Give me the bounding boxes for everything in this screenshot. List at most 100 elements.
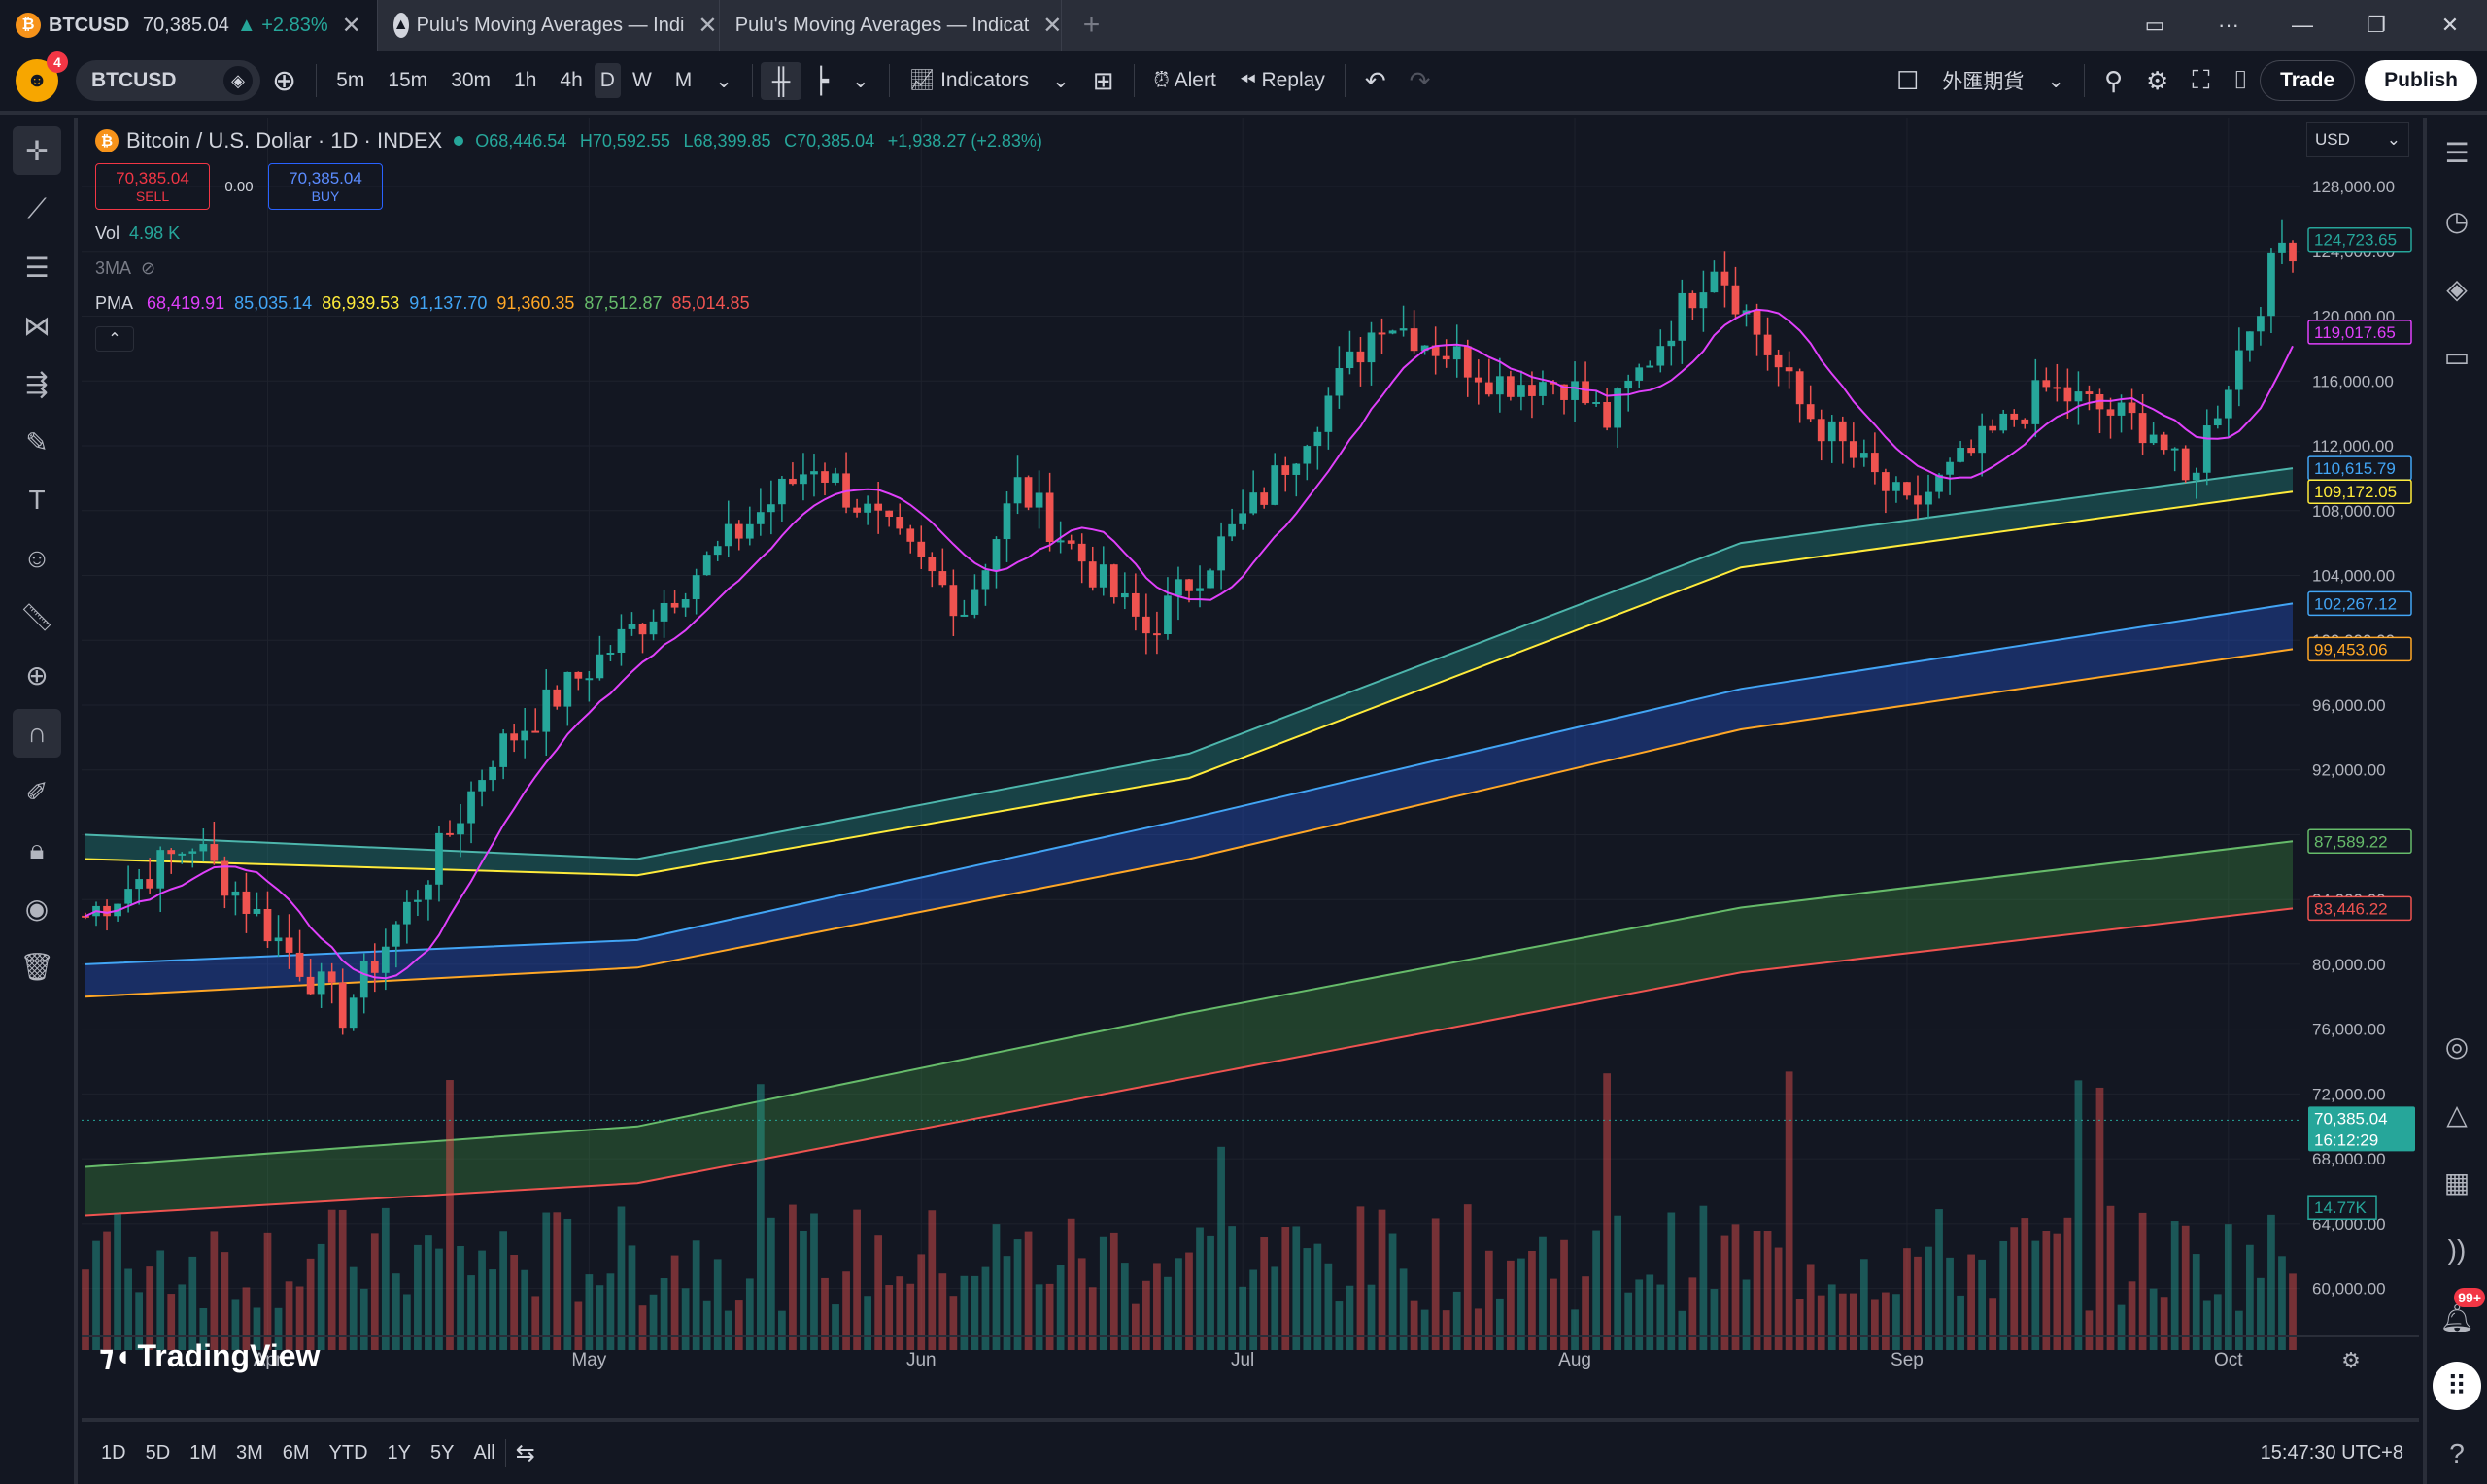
- notifications-icon[interactable]: 🔔︎ 99+: [2433, 1288, 2485, 1342]
- range-1m[interactable]: 1M: [189, 1441, 217, 1464]
- pattern-icon[interactable]: ⋈: [23, 310, 51, 341]
- candle-body: [188, 851, 197, 854]
- brush-icon[interactable]: ✎: [25, 426, 49, 457]
- volume-bar: [1967, 1254, 1975, 1350]
- text-icon[interactable]: T: [28, 485, 46, 515]
- tab-btcusd[interactable]: ₿ BTCUSD 70,385.04 ▲ +2.83% ✕: [0, 0, 378, 51]
- interval-w[interactable]: W: [631, 69, 652, 91]
- ruler-icon[interactable]: 📏︎: [19, 601, 54, 632]
- quick-search-icon[interactable]: ⚲: [2103, 65, 2123, 95]
- exchange-selector[interactable]: 外匯期貨: [1942, 71, 2025, 93]
- layout-icon[interactable]: ▭: [2144, 13, 2165, 37]
- templates-icon[interactable]: ⊞: [1092, 65, 1114, 95]
- eye-icon[interactable]: ◉: [24, 893, 50, 924]
- forecast-icon[interactable]: ⇶: [25, 368, 49, 399]
- buy-button[interactable]: 70,385.04 BUY: [268, 163, 383, 210]
- fullscreen-icon[interactable]: ⛶: [2192, 65, 2210, 94]
- clock[interactable]: 15:47:30 UTC+8: [2260, 1441, 2403, 1464]
- target-icon[interactable]: ◎: [2444, 1030, 2470, 1062]
- undo-icon[interactable]: ↶: [1364, 65, 1386, 95]
- apps-grid-icon[interactable]: ⠿: [2433, 1362, 2481, 1410]
- price-chart[interactable]: 128,000.00124,000.00120,000.00116,000.00…: [82, 118, 2419, 1381]
- interval-4h[interactable]: 4h: [560, 69, 583, 91]
- volume-bar: [1582, 1276, 1589, 1350]
- collapse-legend-icon[interactable]: ⌃: [95, 326, 134, 352]
- interval-15m[interactable]: 15m: [388, 69, 428, 91]
- lock-drawing-icon[interactable]: ✐: [25, 776, 49, 807]
- ideas-icon[interactable]: △: [2446, 1098, 2468, 1130]
- camera-icon[interactable]: ⌷: [2232, 65, 2249, 94]
- symbol-title[interactable]: Bitcoin / U.S. Dollar · 1D · INDEX: [126, 128, 443, 152]
- watchlist-icon[interactable]: ☰: [2444, 137, 2470, 168]
- layers-icon[interactable]: ◈: [2446, 273, 2468, 304]
- countdown: 16:12:29: [2314, 1130, 2378, 1149]
- chevron-down-icon[interactable]: ⌄: [715, 69, 732, 92]
- chevron-down-icon[interactable]: ⌄: [1052, 69, 1070, 92]
- date-range-icon[interactable]: ⇆: [504, 1438, 545, 1467]
- interval-m[interactable]: M: [674, 69, 693, 91]
- range-6m[interactable]: 6M: [282, 1441, 310, 1464]
- candle-body: [756, 512, 765, 524]
- currency-selector[interactable]: USD ⌄: [2306, 122, 2409, 157]
- range-all[interactable]: All: [473, 1441, 495, 1464]
- fib-lines-icon[interactable]: ☰: [24, 252, 50, 283]
- magnet-icon[interactable]: ∩: [13, 709, 61, 758]
- settings-gear-icon[interactable]: ⚙: [2146, 65, 2169, 95]
- pma-legend[interactable]: PMA 68,419.91 85,035.14 86,939.53 91,137.70…: [95, 293, 750, 313]
- replay-button[interactable]: ⏪︎ Replay: [1239, 69, 1325, 91]
- volume-legend[interactable]: Vol 4.98 K: [95, 223, 181, 243]
- chevron-down-icon[interactable]: ⌄: [851, 69, 869, 92]
- chat-icon[interactable]: ▭: [2443, 341, 2470, 372]
- indicators-button[interactable]: 📈︎ Indicators: [908, 69, 1030, 91]
- alert-button[interactable]: ⏰︎ Alert: [1153, 69, 1216, 91]
- calendar-icon[interactable]: ▦: [2443, 1166, 2470, 1197]
- lock-icon[interactable]: 🔒︎: [29, 833, 45, 864]
- close-window-icon[interactable]: ✕: [2440, 13, 2460, 37]
- bars-icon[interactable]: ┝: [813, 65, 829, 95]
- candle-body: [1013, 477, 1022, 504]
- close-tab-icon[interactable]: ✕: [341, 12, 361, 39]
- compare-add-icon[interactable]: ⊕: [272, 64, 297, 97]
- trash-icon[interactable]: 🗑︎: [19, 951, 54, 982]
- hidden-eye-icon[interactable]: ⊘: [141, 258, 156, 278]
- more-icon[interactable]: ···: [2218, 13, 2239, 37]
- help-icon[interactable]: ?: [2449, 1438, 2465, 1468]
- stream-icon[interactable]: )): [2447, 1234, 2467, 1265]
- tab-pulu-ma-2[interactable]: Pulu's Moving Averages — Indicat ✕: [720, 0, 1062, 51]
- ma-legend[interactable]: 3MA ⊘: [95, 258, 156, 278]
- emoji-icon[interactable]: ☺: [22, 543, 51, 573]
- chevron-down-icon[interactable]: ⌄: [2047, 69, 2064, 92]
- symbol-search[interactable]: BTCUSD ◈: [76, 60, 260, 101]
- trade-button[interactable]: Trade: [2260, 60, 2356, 101]
- interval-1h[interactable]: 1h: [514, 69, 537, 91]
- range-5y[interactable]: 5Y: [430, 1441, 455, 1464]
- new-tab-button[interactable]: +: [1082, 9, 1101, 41]
- range-ytd[interactable]: YTD: [328, 1441, 368, 1464]
- redo-icon[interactable]: ↷: [1409, 65, 1431, 95]
- avatar[interactable]: ☻ 4: [16, 51, 68, 102]
- close-tab-icon[interactable]: ✕: [1042, 12, 1062, 39]
- publish-button[interactable]: Publish: [2365, 60, 2477, 101]
- maximize-icon[interactable]: ❐: [2367, 13, 2386, 37]
- minimize-icon[interactable]: —: [2292, 13, 2313, 37]
- zoom-in-icon[interactable]: ⊕: [25, 659, 49, 691]
- candles-icon[interactable]: ╫: [760, 61, 802, 100]
- close-tab-icon[interactable]: ✕: [698, 12, 718, 39]
- trend-line-icon[interactable]: ⟋: [27, 192, 47, 223]
- interval-d[interactable]: D: [594, 63, 621, 98]
- range-5d[interactable]: 5D: [145, 1441, 171, 1464]
- range-1y[interactable]: 1Y: [387, 1441, 412, 1464]
- sell-button[interactable]: 70,385.04 SELL: [95, 163, 210, 210]
- crosshair-icon[interactable]: ✛: [13, 126, 61, 175]
- candle-body: [1882, 472, 1890, 491]
- range-3m[interactable]: 3M: [235, 1441, 263, 1464]
- interval-30m[interactable]: 30m: [451, 69, 492, 91]
- alerts-clock-icon[interactable]: ◷: [2444, 205, 2470, 236]
- tab-pulu-ma-1[interactable]: ▲ Pulu's Moving Averages — Indi ✕: [378, 0, 720, 51]
- interval-5m[interactable]: 5m: [336, 69, 365, 91]
- checkbox-icon[interactable]: ☐: [1896, 65, 1920, 95]
- candle-body: [2021, 419, 2029, 424]
- candle-body: [338, 982, 347, 1029]
- range-1d[interactable]: 1D: [101, 1441, 126, 1464]
- time-settings-icon[interactable]: ⚙: [2341, 1349, 2361, 1373]
